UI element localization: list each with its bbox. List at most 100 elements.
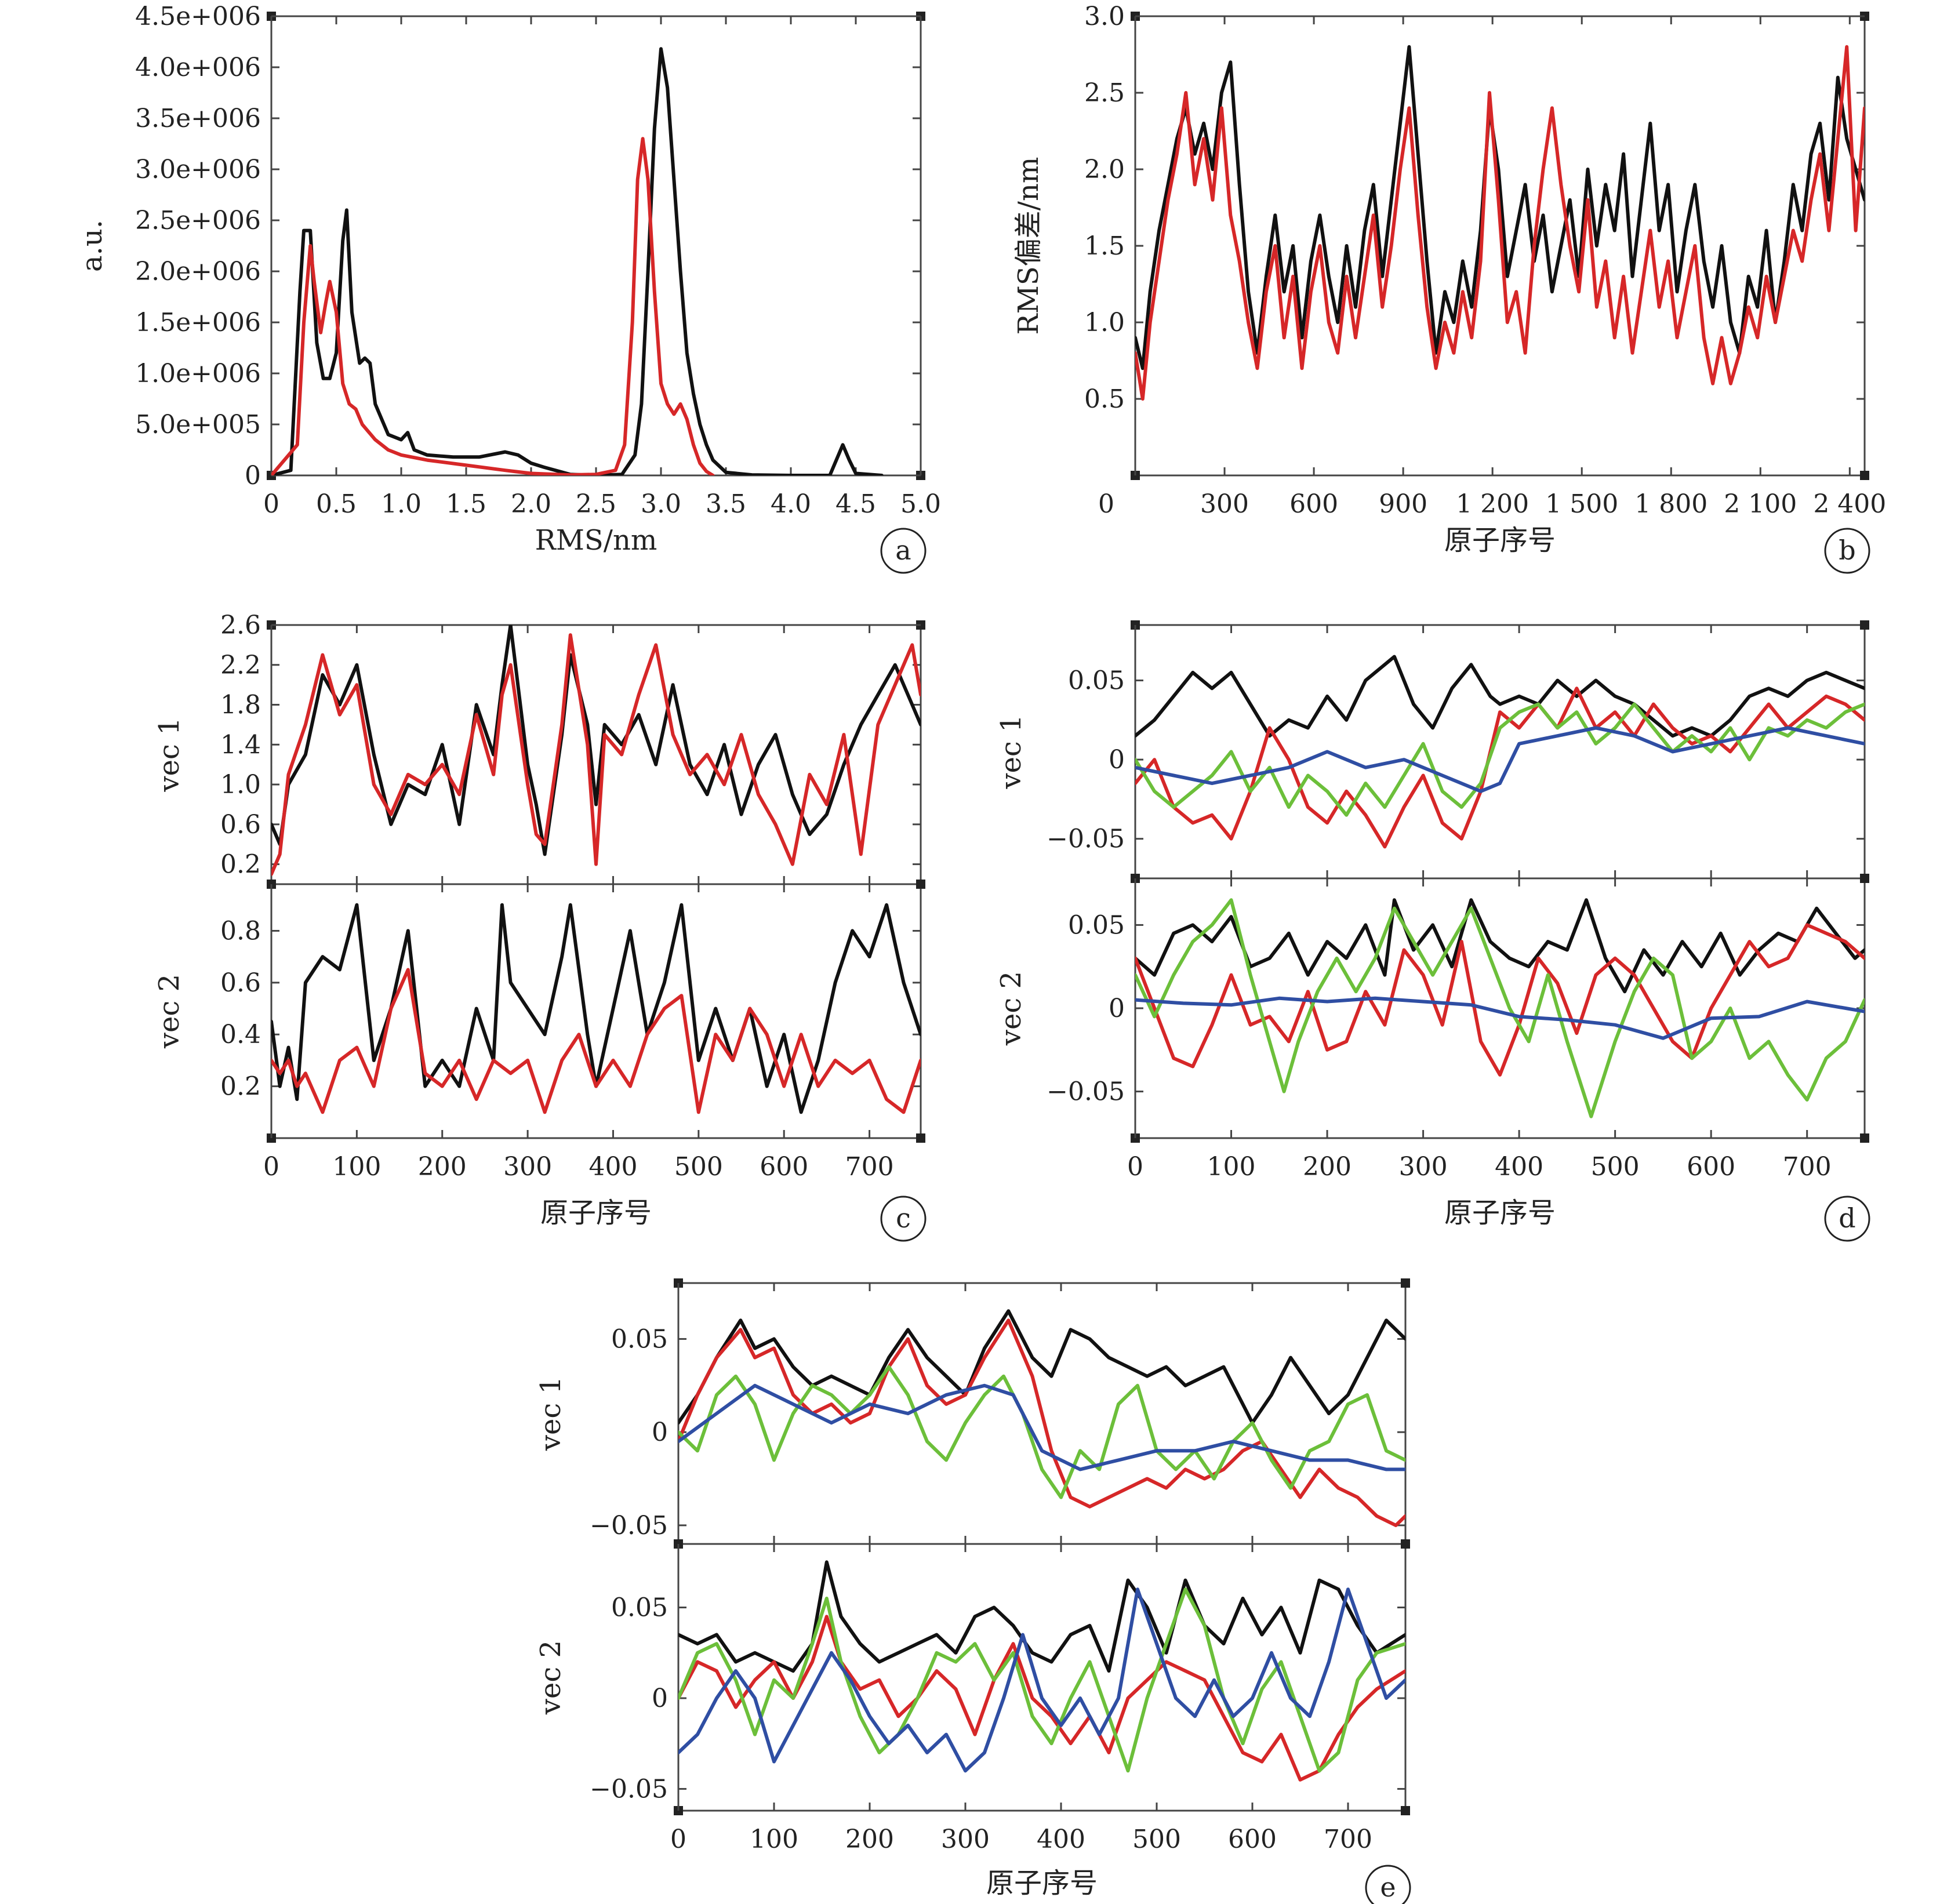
panel-e-xtick-label: 700 [1324,1825,1372,1854]
panel-a-ytick-label: 3.0e+006 [135,155,261,184]
panel-c-sub2-series-red [271,968,921,1114]
panel-c-sub1-ytick-label: 2.2 [220,651,261,680]
panel-c-xtick-label: 200 [418,1152,467,1182]
panel-d-sub2-series-green [1135,898,1865,1118]
panel-c-sub1-ytick-label: 0.2 [220,850,261,880]
panel-c-sub1-ylabel: vec 1 [153,717,186,792]
frame-corner-marker [916,880,925,889]
panel-a-ytick-label: 4.5e+006 [135,2,261,31]
panel-b-ytick-label: 2.5 [1084,78,1125,108]
panel-a-xlabel: RMS/nm [535,524,657,557]
panel-a-letter-circle [880,528,927,574]
panel-b-series-group [1135,45,1865,401]
panel-e-sub2-ytick-label: −0.05 [590,1774,668,1804]
panel-c-xtick-label: 0 [263,1152,279,1182]
panel-e-sub2-series-red [678,1615,1405,1782]
panel-c-sub2-ytick-label: 0.2 [220,1072,261,1102]
panel-b-series-black [1135,45,1865,370]
panel-c-xtick-label: 600 [760,1152,808,1182]
panel-b-xtick-label: 1 500 [1545,489,1618,519]
panel-d-sub1-ytick-label: 0.05 [1068,666,1125,696]
panel-d-sub2-series-black [1135,898,1865,994]
panel-c-sub1-series-black [271,625,921,856]
frame-corner-marker [916,1133,925,1143]
panel-c-sub1-series-group [271,625,921,876]
panel-a-xtick-label: 0 [263,489,279,519]
panel-e-xtick-label: 0 [670,1825,686,1854]
panel-a-xtick-label: 1.0 [381,489,422,519]
panel-a-series-red [271,137,715,475]
panel-c-sub1-ytick-label: 1.8 [220,691,261,720]
panel-a-xtick-label: 2.5 [576,489,616,519]
panel-b-ytick-label: 1.0 [1084,308,1125,337]
panel-d-xtick-label: 500 [1591,1152,1640,1182]
panel-c-letter: c [896,1202,911,1234]
panel-b-xtick-label: 1 800 [1634,489,1708,519]
panel-c-xlabel: 原子序号 [540,1197,652,1229]
panel-a-series-black [271,47,884,475]
panel-e-sub1-ytick-label: 0 [652,1418,668,1447]
panel-b-letter: b [1839,535,1855,566]
frame-corner-marker [1401,1806,1410,1815]
panel-d-sub1-series-green [1135,702,1865,817]
panel-d-sub2-ytick-label: 0.05 [1068,910,1125,940]
panel-b-xtick-label: 0 [1098,489,1114,519]
panel-a-frame [270,15,922,477]
panel-e-sub1-series-black [678,1309,1405,1425]
panel-b-xlabel: 原子序号 [1444,524,1556,557]
panel-b-xtick-label: 900 [1379,489,1427,519]
panel-d-sub1-ylabel: vec 1 [995,714,1027,789]
panel-c-letter-circle [880,1196,927,1242]
panel-e-sub2-series-group [678,1560,1405,1782]
panel-e-sub2-series-green [678,1587,1405,1773]
panel-d-sub1-series-blue [1135,726,1865,793]
panel-a-xtick-label: 4.5 [835,489,876,519]
panel-d-xtick-label: 0 [1127,1152,1143,1182]
panel-a-series-group [271,47,884,475]
panel-b-ytick-label: 3.0 [1084,2,1125,31]
panel-d-xtick-label: 400 [1495,1152,1543,1182]
panel-b: 0.5 1.0 1.5 2.0 2.5 3.0 RMS偏差/nm 0 300 600 900 1 20… [1012,2,1886,574]
frame-corner-marker [1401,1539,1410,1549]
panel-b-series-red [1135,45,1865,401]
panel-a-xtick-label: 3.5 [706,489,746,519]
panel-d-xtick-label: 600 [1687,1152,1735,1182]
panel-d-sub2-ylabel: vec 2 [995,971,1027,1046]
panel-a-ytick-label: 1.5e+006 [135,308,261,337]
panel-d-xtick-label: 300 [1399,1152,1448,1182]
panel-d-letter-circle [1824,1196,1870,1242]
panel-a-ytick-label: 5.0e+005 [135,410,261,439]
panel-b-ylabel: RMS偏差/nm [1012,157,1045,335]
panel-e-sub1-series-green [678,1365,1405,1499]
panel-a-ytick-label: 2.0e+006 [135,257,261,286]
panel-d-sub2-series-blue [1135,996,1865,1040]
panel-c-xtick-label: 500 [674,1152,723,1182]
panel-d-sub2-series-red [1135,923,1865,1077]
panel-d-sub1-series-black [1135,655,1865,738]
panel-e-sub1-series-red [678,1318,1405,1527]
panel-c-sub2-ytick-label: 0.4 [220,1020,261,1049]
panel-c-sub1-ytick-label: 0.6 [220,810,261,840]
panel-c: 0.2 0.6 1.0 1.4 1.8 2.2 2.6 vec 1 0.2 0.4 0.6 0.8 ve… [153,611,927,1242]
panel-d-sub1-ytick-label: −0.05 [1047,824,1125,854]
panel-e-xlabel: 原子序号 [986,1867,1098,1899]
panel-a: 0 5.0e+005 1.0e+006 1.5e+006 2.0e+006 2.5e+00… [76,2,941,574]
panel-e-xtick-label: 100 [750,1825,798,1854]
panel-c-sub2-ytick-label: 0.8 [220,916,261,946]
panel-a-xtick-label: 0.5 [316,489,357,519]
panel-d-sub2-ytick-label: −0.05 [1047,1077,1125,1107]
panel-a-xtick-label: 1.5 [446,489,486,519]
panel-b-xtick-label: 600 [1289,489,1338,519]
panel-e-sub2-series-black [678,1560,1405,1673]
panel-e-sub2-ytick-label: 0.05 [611,1593,668,1623]
panel-c-sub1-ytick-label: 1.4 [220,730,261,760]
panel-e-xtick-label: 400 [1037,1825,1085,1854]
panel-d-xlabel: 原子序号 [1444,1197,1556,1229]
panel-c-sub1-ytick-label: 2.6 [220,611,261,640]
panel-e-sub1-ylabel: vec 1 [535,1376,567,1451]
panel-e-sub2-series-blue [678,1587,1405,1773]
panel-b-xtick-label: 1 200 [1456,489,1529,519]
panel-b-letter-circle [1824,528,1870,574]
panel-c-sub2-series-black [271,903,921,1114]
